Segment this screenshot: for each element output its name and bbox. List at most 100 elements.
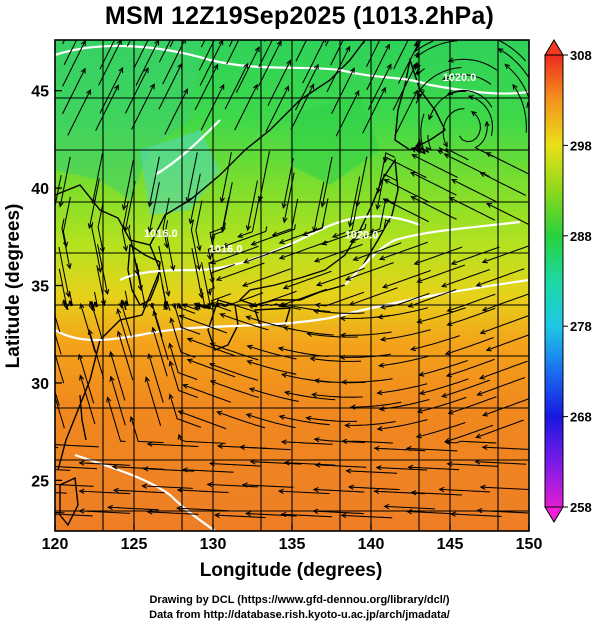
streamline-arrowhead bbox=[165, 290, 171, 297]
streamline bbox=[63, 40, 78, 66]
plot-area: 1020.0 1016.0 1020.0 1016.0 bbox=[44, 0, 529, 531]
streamline-arrowhead bbox=[48, 442, 53, 446]
streamline bbox=[362, 87, 386, 134]
streamline-arrowhead bbox=[137, 284, 143, 292]
streamline-arrowhead bbox=[254, 46, 260, 53]
streamline bbox=[226, 40, 240, 65]
streamline-arrowhead bbox=[315, 16, 319, 21]
streamline-arrowhead bbox=[168, 360, 174, 367]
streamline-arrowhead bbox=[418, 389, 426, 396]
streamline bbox=[183, 384, 231, 403]
credit-drawing: Drawing by DCL (https://www.gfd-dennou.o… bbox=[149, 594, 450, 606]
streamline bbox=[418, 67, 462, 92]
cool-region-sea-of-japan bbox=[290, 95, 380, 185]
streamline bbox=[313, 488, 365, 493]
streamline-arrowhead bbox=[195, 264, 202, 271]
streamline bbox=[444, 153, 491, 178]
streamline-arrowhead bbox=[476, 508, 483, 514]
streamline-arrowhead bbox=[147, 226, 153, 233]
streamline-arrowhead bbox=[163, 242, 169, 249]
streamline-arrowhead bbox=[487, 14, 492, 18]
colorbar-over-arrow bbox=[544, 39, 564, 56]
streamline-arrowhead bbox=[278, 254, 285, 260]
streamline-arrowhead bbox=[106, 504, 114, 511]
contour-1012 bbox=[55, 278, 529, 342]
colorbar-under-arrow bbox=[544, 506, 564, 523]
streamline bbox=[79, 462, 131, 466]
streamline-arrowhead bbox=[112, 487, 119, 494]
streamline bbox=[312, 393, 363, 398]
streamline-arrowhead bbox=[312, 487, 319, 493]
streamline-arrowhead bbox=[407, 302, 414, 308]
streamline bbox=[55, 466, 97, 470]
streamline bbox=[447, 89, 493, 108]
streamline-arrowhead bbox=[109, 375, 115, 382]
streamline-arrowhead bbox=[198, 292, 204, 299]
streamline bbox=[281, 441, 333, 445]
streamline bbox=[164, 88, 188, 135]
streamline bbox=[100, 0, 123, 39]
x-tick-label: 125 bbox=[121, 536, 148, 553]
streamline bbox=[264, 40, 266, 42]
streamline-arrowhead bbox=[447, 409, 454, 415]
streamline-arrowhead bbox=[245, 225, 252, 232]
y-tick-label: 25 bbox=[31, 473, 49, 490]
streamline-arrowhead bbox=[376, 426, 383, 432]
streamline-arrowhead bbox=[283, 0, 287, 1]
streamline bbox=[55, 389, 60, 406]
streamline-arrowhead bbox=[129, 415, 135, 423]
streamline bbox=[88, 329, 105, 379]
streamline bbox=[486, 203, 529, 226]
streamline bbox=[419, 378, 469, 395]
streamline-arrowhead bbox=[220, 2, 224, 7]
streamline bbox=[379, 355, 430, 367]
streamline bbox=[451, 513, 502, 518]
cool-region-manchuria bbox=[140, 130, 220, 215]
streamline bbox=[148, 156, 160, 207]
cool-region-north bbox=[55, 40, 200, 200]
streamline bbox=[451, 179, 498, 203]
streamline bbox=[210, 343, 259, 361]
streamline bbox=[447, 463, 499, 467]
streamline bbox=[399, 40, 401, 41]
streamline-arrowhead bbox=[86, 89, 91, 96]
streamline bbox=[194, 64, 219, 111]
streamline bbox=[190, 219, 200, 270]
streamline-arrowhead bbox=[312, 308, 319, 314]
streamline-arrowhead bbox=[482, 411, 489, 417]
streamline bbox=[512, 84, 527, 133]
streamline bbox=[284, 391, 336, 401]
streamline-arrowhead bbox=[416, 408, 423, 414]
streamline bbox=[240, 446, 291, 451]
streamline bbox=[284, 462, 336, 466]
streamline-arrowhead bbox=[245, 315, 252, 321]
streamline-arrowhead bbox=[121, 204, 127, 211]
streamline-arrowhead bbox=[344, 1, 348, 6]
streamline bbox=[480, 172, 526, 196]
y-axis-ticks: 25 30 35 40 45 bbox=[31, 84, 62, 490]
streamline-arrowhead bbox=[244, 511, 252, 517]
streamline-arrowhead bbox=[313, 378, 320, 384]
streamline bbox=[169, 361, 198, 398]
streamline bbox=[480, 486, 529, 491]
streamline-arrowhead bbox=[206, 289, 212, 296]
streamline bbox=[114, 489, 165, 494]
streamline-arrowhead bbox=[349, 20, 353, 25]
streamline-arrowhead bbox=[123, 226, 129, 233]
streamline-arrowhead bbox=[214, 302, 221, 308]
streamline bbox=[353, 242, 402, 261]
streamline bbox=[222, 226, 268, 248]
streamline-arrowhead bbox=[49, 380, 53, 385]
streamline bbox=[246, 413, 296, 429]
streamline-arrowhead bbox=[78, 488, 85, 494]
lat-lon-grid bbox=[55, 40, 529, 531]
streamline-arrowhead bbox=[415, 141, 421, 148]
streamline-arrowhead bbox=[383, 503, 390, 510]
streamline-arrowhead bbox=[176, 505, 183, 512]
streamline bbox=[148, 353, 164, 403]
streamline-arrowhead bbox=[181, 467, 188, 473]
streamline bbox=[408, 466, 460, 471]
streamline bbox=[55, 483, 94, 487]
streamline-arrowhead bbox=[44, 357, 48, 362]
